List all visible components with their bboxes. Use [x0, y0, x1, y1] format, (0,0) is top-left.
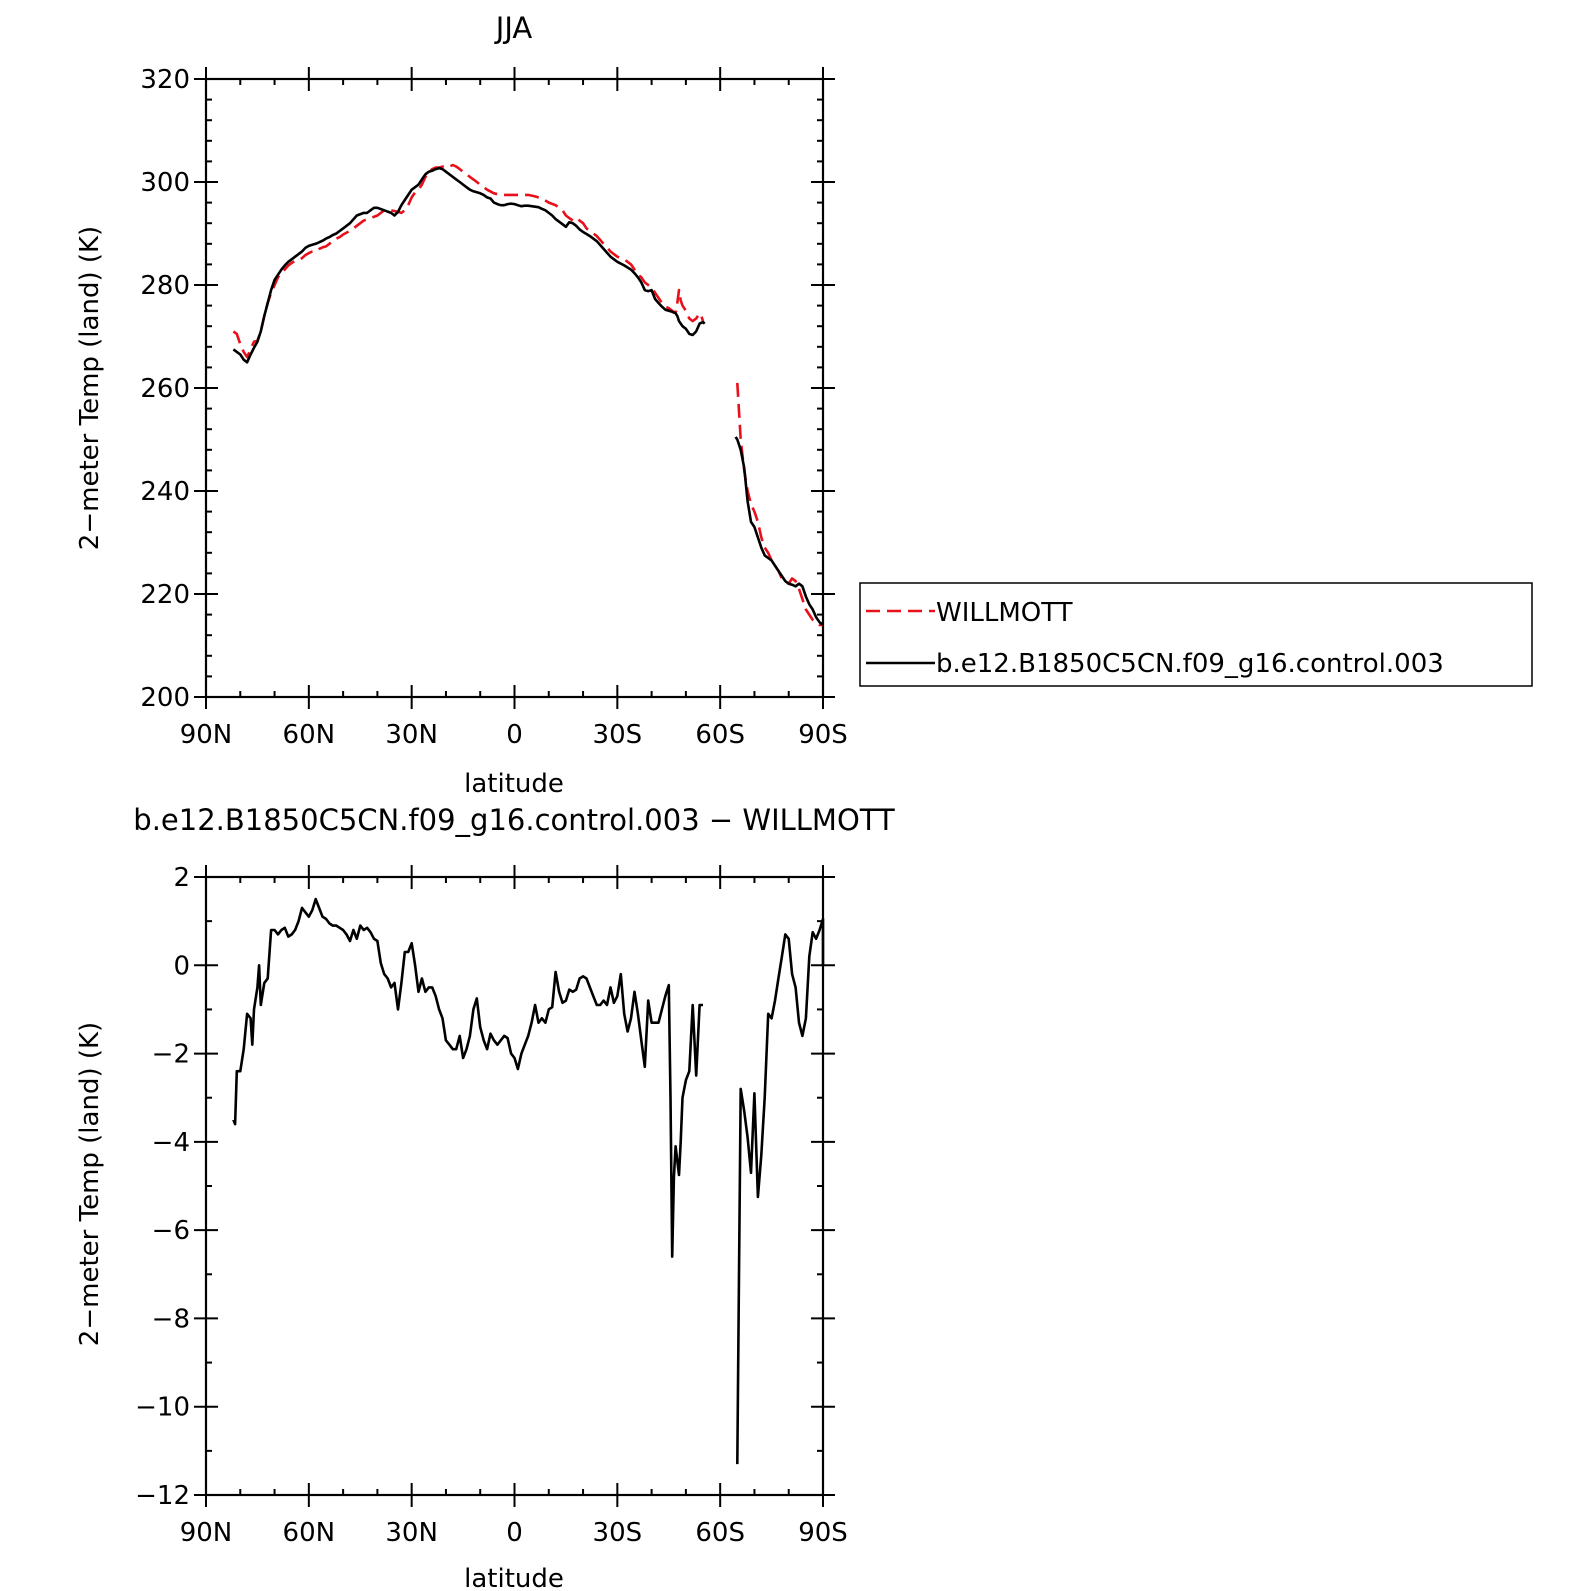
bottom-y-tick-label: −2	[152, 1040, 190, 1070]
top-series-1-line-1	[734, 436, 824, 626]
bottom-y-tick-label: −10	[135, 1393, 190, 1423]
bottom-plot-area: 90N 60N 30N 0 30S 60S 90S −12 −10 −8 −6 −4 −2 0 2	[135, 863, 848, 1548]
legend-label-model: b.e12.B1850C5CN.f09_g16.control.003	[936, 649, 1444, 679]
bottom-x-tick-label: 60S	[695, 1518, 745, 1548]
bottom-x-axis-label: latitude	[464, 1564, 564, 1591]
top-plot-frame	[204, 77, 825, 699]
bottom-y-tick-label: −8	[152, 1304, 190, 1334]
bottom-y-tick-label: −12	[135, 1481, 190, 1511]
top-y-axis-label: 2−meter Temp (land) (K)	[75, 226, 105, 550]
top-x-tick-label: 60S	[695, 720, 745, 750]
top-y-tick-label: 280	[140, 271, 190, 301]
top-x-tick-label: 90S	[798, 720, 848, 750]
top-plot-area: 90N 60N 30N 0 30S 60S 90S 200 220 240 260 280 300 320	[140, 65, 847, 750]
bottom-plot-frame	[204, 875, 825, 1497]
bottom-x-tick-label: 60N	[283, 1518, 336, 1548]
top-x-tick-label: 30S	[593, 720, 643, 750]
bottom-series-0-line-1	[736, 917, 825, 1465]
top-y-tick-label: 240	[140, 477, 190, 507]
top-y-tick-label: 300	[140, 168, 190, 198]
top-y-tick-label: 260	[140, 374, 190, 404]
top-y-tick-label: 320	[140, 65, 190, 95]
difference-panel: b.e12.B1850C5CN.f09_g16.control.003 − WI…	[75, 803, 895, 1591]
top-y-tick-label: 220	[140, 580, 190, 610]
bottom-y-tick-label: 0	[173, 951, 190, 981]
top-x-tick-label: 0	[506, 720, 523, 750]
bottom-x-tick-label: 90N	[180, 1518, 233, 1548]
legend-label-willmott: WILLMOTT	[936, 598, 1073, 628]
jja-temperature-panel: JJA 90N 60N 30N 0 30S 60S 90S 200 220 240 260 280 30…	[75, 11, 848, 799]
top-x-tick-label: 30N	[385, 720, 438, 750]
top-y-tick-label: 200	[140, 683, 190, 713]
bottom-y-tick-label: −6	[152, 1216, 190, 1246]
bottom-x-tick-label: 0	[506, 1518, 523, 1548]
bottom-y-axis-label: 2−meter Temp (land) (K)	[75, 1022, 105, 1346]
legend: WILLMOTT b.e12.B1850C5CN.f09_g16.control…	[859, 582, 1533, 687]
bottom-x-tick-label: 30S	[593, 1518, 643, 1548]
top-x-axis-label: latitude	[464, 769, 564, 799]
top-x-tick-label: 90N	[180, 720, 233, 750]
bottom-series-0-line-0	[232, 897, 703, 1258]
bottom-chart-title: b.e12.B1850C5CN.f09_g16.control.003 − WI…	[133, 803, 895, 837]
top-series-0-line-1	[736, 382, 823, 627]
bottom-y-tick-label: 2	[173, 863, 190, 893]
legend-box	[859, 582, 1533, 687]
bottom-y-tick-label: −4	[152, 1128, 190, 1158]
top-series-1-line-0	[232, 166, 706, 364]
top-chart-title: JJA	[494, 11, 533, 45]
bottom-x-tick-label: 30N	[385, 1518, 438, 1548]
top-x-tick-label: 60N	[283, 720, 336, 750]
top-series-0-line-0	[232, 163, 705, 359]
bottom-x-tick-label: 90S	[798, 1518, 848, 1548]
